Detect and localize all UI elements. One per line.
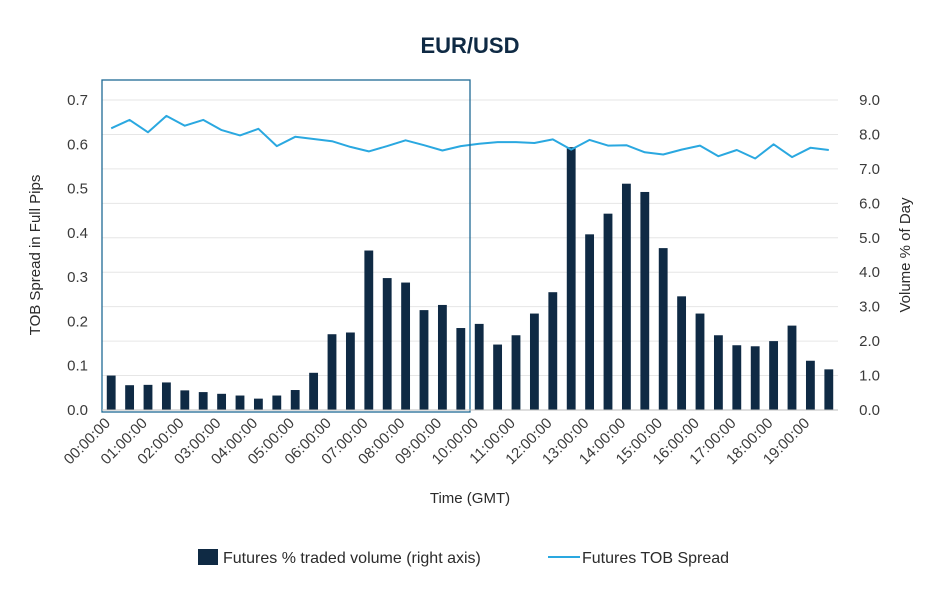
legend-swatch-volume xyxy=(198,549,218,565)
volume-bar xyxy=(125,385,135,410)
volume-bar xyxy=(456,328,466,410)
legend-label-spread: Futures TOB Spread xyxy=(582,550,729,567)
volume-bar xyxy=(106,375,116,410)
volume-bar xyxy=(161,382,171,410)
volume-bar xyxy=(327,334,337,410)
volume-bars xyxy=(106,147,834,410)
volume-bar xyxy=(529,313,539,410)
legend-label-volume: Futures % traded volume (right axis) xyxy=(223,550,481,567)
volume-bar xyxy=(566,147,576,410)
volume-bar xyxy=(621,183,631,410)
volume-bar xyxy=(787,325,797,410)
legend: Futures % traded volume (right axis) Fut… xyxy=(198,549,729,567)
left-tick-label: 0.7 xyxy=(67,92,88,109)
volume-bar xyxy=(548,292,558,410)
volume-bar xyxy=(382,278,392,410)
volume-bar xyxy=(493,344,503,410)
volume-bar xyxy=(401,282,411,410)
volume-bar xyxy=(235,395,245,410)
volume-bar xyxy=(272,395,282,410)
right-tick-label: 5.0 xyxy=(859,230,880,247)
left-tick-label: 0.1 xyxy=(67,358,88,375)
volume-bar xyxy=(713,335,723,410)
volume-bar xyxy=(198,392,208,410)
volume-bar xyxy=(309,372,319,410)
volume-bar xyxy=(677,296,687,410)
right-tick-label: 8.0 xyxy=(859,126,880,143)
volume-bar xyxy=(253,398,263,410)
left-tick-label: 0.2 xyxy=(67,313,88,330)
right-tick-label: 3.0 xyxy=(859,299,880,316)
x-axis-ticks: 00:00:0001:00:0002:00:0003:00:0004:00:00… xyxy=(61,415,814,468)
axes xyxy=(101,79,838,413)
right-tick-label: 6.0 xyxy=(859,195,880,212)
right-tick-label: 7.0 xyxy=(859,161,880,178)
volume-bar xyxy=(603,213,613,410)
volume-bar xyxy=(805,360,815,410)
volume-bar xyxy=(290,390,300,410)
volume-bar xyxy=(732,345,742,410)
volume-bar xyxy=(769,341,779,410)
right-tick-label: 4.0 xyxy=(859,264,880,281)
left-tick-label: 0.6 xyxy=(67,136,88,153)
volume-bar xyxy=(695,313,705,410)
volume-bar xyxy=(217,393,227,410)
volume-bar xyxy=(345,332,355,410)
volume-bar xyxy=(750,346,760,410)
volume-bar xyxy=(474,323,484,410)
left-axis-title: TOB Spread in Full Pips xyxy=(27,175,44,336)
left-tick-label: 0.3 xyxy=(67,269,88,286)
right-tick-label: 0.0 xyxy=(859,402,880,419)
left-tick-label: 0.5 xyxy=(67,181,88,198)
volume-bar xyxy=(419,310,429,410)
volume-bar xyxy=(364,250,374,410)
volume-bar xyxy=(585,234,595,410)
highlight-box xyxy=(101,79,471,413)
left-tick-label: 0.4 xyxy=(67,225,88,242)
chart-title: EUR/USD xyxy=(420,33,519,58)
right-tick-label: 1.0 xyxy=(859,368,880,385)
right-axis-ticks: 0.0 1.0 2.0 3.0 4.0 5.0 6.0 7.0 8.0 9.0 xyxy=(859,92,880,419)
left-axis-ticks: 0.0 0.1 0.2 0.3 0.4 0.5 0.6 0.7 xyxy=(67,92,88,419)
volume-bar xyxy=(658,248,668,410)
right-tick-label: 2.0 xyxy=(859,333,880,350)
x-axis-title: Time (GMT) xyxy=(430,490,510,507)
right-tick-label: 9.0 xyxy=(859,92,880,109)
volume-bar xyxy=(640,191,650,410)
volume-bar xyxy=(437,304,447,410)
right-axis-title: Volume % of Day xyxy=(897,197,914,313)
left-tick-label: 0.0 xyxy=(67,402,88,419)
volume-bar xyxy=(143,384,153,410)
volume-bar xyxy=(824,369,834,410)
volume-bar xyxy=(180,390,190,410)
volume-bar xyxy=(511,335,521,410)
